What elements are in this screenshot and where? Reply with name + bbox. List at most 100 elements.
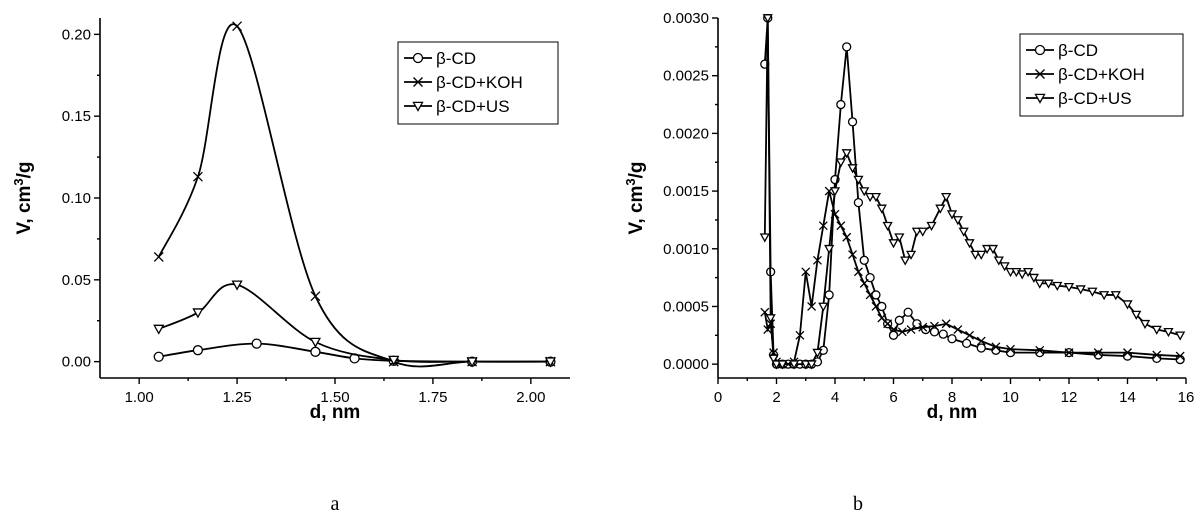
data-point — [795, 330, 805, 340]
panel-label: a — [331, 493, 340, 515]
data-point — [824, 244, 835, 255]
data-point — [1035, 345, 1045, 355]
x-tick-label: 0 — [714, 389, 722, 406]
data-point — [1175, 331, 1186, 341]
data-point — [991, 342, 1001, 352]
y-axis-title: V, cm3/g — [11, 161, 35, 234]
x-tick-label: 1.50 — [320, 389, 349, 406]
data-point — [388, 355, 400, 366]
data-point — [412, 52, 424, 64]
legend-label: β-CD+US — [436, 97, 510, 116]
data-point — [812, 348, 823, 358]
legend: β-CD β-CD+KOH β-CD+US — [397, 41, 559, 125]
y-tick-label: 0.0010 — [663, 241, 709, 258]
data-point — [853, 175, 864, 185]
data-point — [1075, 285, 1086, 295]
y-tick-label: 0.20 — [62, 26, 91, 43]
data-point — [800, 360, 811, 370]
data-point — [865, 290, 875, 300]
data-point — [153, 251, 164, 262]
data-point — [976, 343, 986, 353]
data-point — [836, 99, 846, 110]
legend-item: β-CD+US — [1026, 89, 1132, 108]
data-point — [836, 221, 846, 231]
data-point — [905, 250, 917, 260]
data-point — [759, 233, 770, 243]
x-tick-label: 2.00 — [516, 389, 545, 406]
data-point — [251, 338, 262, 349]
x-tick-label: 6 — [889, 389, 897, 406]
data-point — [993, 256, 1004, 266]
data-point — [1043, 279, 1054, 289]
series-line — [158, 283, 551, 363]
legend-label: β-CD+US — [1058, 89, 1132, 108]
data-point — [929, 327, 940, 337]
data-point — [888, 330, 899, 340]
data-point — [192, 171, 203, 182]
data-point — [1034, 93, 1046, 104]
data-point — [958, 227, 969, 237]
data-point — [232, 21, 243, 32]
data-point — [847, 117, 858, 127]
data-point — [903, 307, 913, 317]
data-point — [231, 280, 243, 291]
x-tick-label: 16 — [1178, 389, 1195, 406]
data-point — [853, 267, 863, 277]
data-point — [544, 357, 557, 368]
legend-item: β-CD — [1026, 41, 1098, 60]
data-point — [847, 164, 858, 174]
data-point — [859, 187, 870, 197]
data-point — [882, 221, 893, 232]
data-point — [1122, 300, 1133, 310]
data-point — [976, 250, 987, 260]
y-tick-label: 0.0005 — [663, 298, 709, 315]
data-point — [777, 360, 788, 370]
x-tick-label: 10 — [1002, 389, 1019, 406]
y-tick-label: 0.0020 — [663, 125, 709, 142]
data-point — [1017, 270, 1028, 280]
data-point — [153, 324, 165, 335]
data-point — [771, 360, 782, 370]
data-point — [1151, 325, 1162, 335]
data-point — [864, 192, 876, 203]
data-point — [812, 255, 822, 265]
data-point — [1035, 69, 1045, 79]
data-point — [841, 149, 852, 159]
x-axis-title: d, nm — [310, 402, 361, 423]
y-tick-label: 0.10 — [62, 190, 91, 207]
data-point — [917, 227, 928, 237]
data-point — [818, 221, 828, 231]
data-point — [981, 244, 993, 255]
data-point — [806, 360, 817, 370]
legend: β-CD β-CD+KOH β-CD+US — [1019, 33, 1184, 117]
data-point — [788, 360, 800, 370]
legend-label: β-CD — [1058, 41, 1098, 60]
data-point — [1034, 279, 1045, 289]
series-triangle-down — [153, 280, 557, 368]
data-point — [897, 327, 907, 337]
data-point — [1139, 319, 1151, 330]
legend-box — [1019, 33, 1184, 117]
x-tick-label: 12 — [1061, 389, 1078, 406]
data-point — [976, 336, 986, 346]
data-point — [807, 302, 817, 311]
data-point — [1034, 44, 1046, 56]
series-triangle-down — [759, 14, 1186, 370]
data-point — [906, 325, 916, 334]
data-point — [310, 346, 321, 357]
data-point — [853, 197, 864, 208]
data-point — [309, 337, 322, 348]
data-point — [762, 14, 773, 24]
data-point — [987, 244, 999, 255]
panel-label: b — [853, 493, 863, 515]
data-point — [1052, 281, 1063, 292]
data-point — [929, 321, 939, 331]
legend-item: β-CD+KOH — [1026, 65, 1145, 84]
x-tick-label: 1.25 — [222, 389, 251, 406]
y-tick-label: 0.15 — [62, 108, 91, 125]
y-tick-label: 0.0025 — [663, 68, 709, 85]
data-point — [859, 255, 869, 265]
y-tick-label: 0.0015 — [663, 183, 709, 200]
data-point — [900, 256, 911, 266]
